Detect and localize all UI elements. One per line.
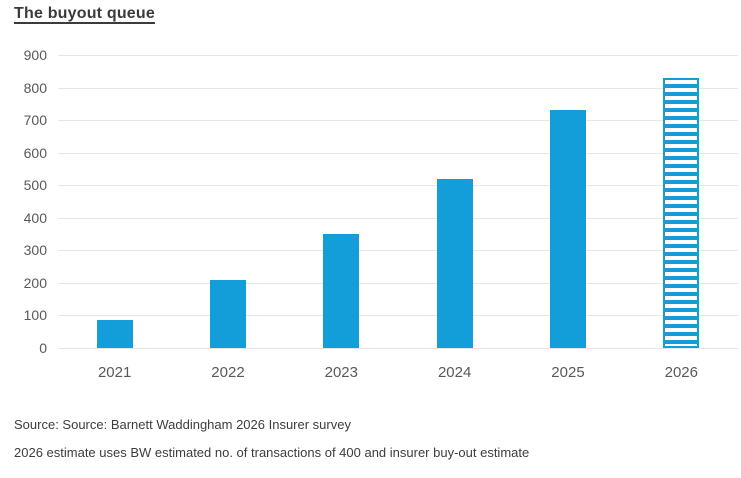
bar-2022 (210, 279, 246, 348)
y-tick-label: 700 (23, 112, 47, 129)
bar-2021 (96, 320, 133, 348)
gridline (58, 217, 738, 219)
bar-2023 (323, 234, 360, 348)
gridline (58, 87, 738, 89)
y-tick-label: 300 (23, 242, 47, 259)
y-axis: 0 100 200 300 400 500 600 700 800 900 (0, 0, 47, 400)
gridline (58, 120, 738, 122)
x-tick-label: 2023 (324, 364, 358, 381)
plot-area (58, 55, 738, 349)
y-tick-label: 0 (39, 340, 47, 356)
x-tick-label: 2021 (97, 364, 132, 381)
y-tick-label: 600 (23, 144, 47, 161)
y-tick-label: 900 (23, 47, 47, 63)
gridline (58, 55, 738, 56)
gridline (58, 315, 738, 317)
x-tick-label: 2022 (211, 364, 245, 381)
bar-2025 (550, 110, 586, 348)
estimate-note: 2026 estimate uses BW estimated no. of t… (14, 445, 530, 460)
gridline (58, 185, 738, 187)
x-tick-label: 2024 (437, 364, 472, 381)
y-tick-label: 800 (23, 79, 47, 96)
gridline (58, 250, 738, 252)
x-tick-label: 2025 (551, 364, 585, 381)
gridline (58, 348, 738, 349)
y-tick-label: 500 (23, 177, 47, 194)
source-note: Source: Source: Barnett Waddingham 2026 … (14, 417, 351, 432)
x-axis: 2021 2022 2023 2024 2025 2026 (0, 364, 741, 386)
bar-2026 (663, 77, 700, 348)
gridline (58, 152, 738, 154)
y-tick-label: 200 (23, 274, 47, 291)
gridline (58, 282, 738, 284)
bar-2024 (436, 178, 473, 348)
chart-title: The buyout queue (14, 5, 155, 22)
x-tick-label: 2026 (664, 364, 698, 381)
y-tick-label: 100 (23, 307, 47, 324)
y-tick-label: 400 (23, 209, 47, 226)
